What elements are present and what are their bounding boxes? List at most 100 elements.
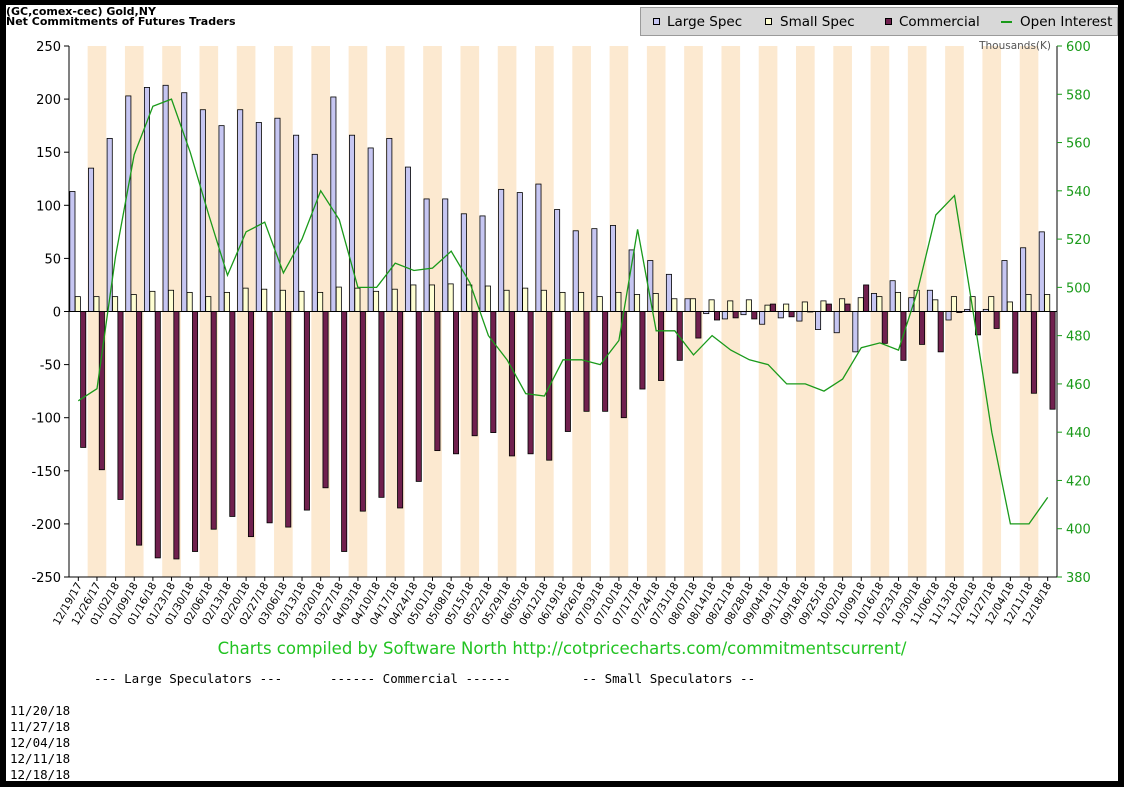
bar-large-spec — [665, 273, 672, 312]
bar-small-spec — [503, 289, 510, 312]
bar-commercial — [173, 311, 180, 560]
bar-large-spec — [833, 311, 840, 334]
bar-commercial — [993, 311, 1000, 329]
bar-large-spec — [349, 134, 356, 312]
group-header-small-spec: -- Small Speculators -- — [582, 671, 756, 686]
chart-legend: Large Spec Small Spec Commercial Open In… — [640, 7, 1118, 36]
bar-large-spec — [274, 117, 281, 312]
bar-commercial — [527, 311, 534, 455]
y2-tick-label: 420 — [1066, 474, 1091, 489]
bar-commercial — [229, 311, 236, 517]
bar-small-spec — [950, 296, 957, 312]
bar-small-spec — [689, 298, 696, 312]
bar-small-spec — [857, 297, 864, 312]
bar-commercial — [434, 311, 441, 452]
bar-large-spec — [535, 183, 542, 312]
bar-large-spec — [870, 293, 877, 312]
table-row-date: 11/27/18 — [10, 719, 71, 734]
chart-subtitle: Net Commitments of Futures Traders — [6, 15, 236, 28]
bar-small-spec — [130, 294, 137, 312]
bar-small-spec — [559, 291, 566, 312]
bar-small-spec — [596, 296, 603, 312]
bar-commercial — [266, 311, 273, 524]
bar-small-spec — [242, 287, 249, 312]
bar-commercial — [415, 311, 422, 482]
bar-large-spec — [423, 198, 430, 312]
bar-commercial — [863, 284, 870, 312]
chart-frame: (GC,comex-cec) Gold,NY Net Commitments o… — [6, 5, 1118, 781]
bar-large-spec — [237, 109, 244, 312]
bar-large-spec — [628, 249, 635, 312]
bar-large-spec — [199, 109, 206, 312]
bar-commercial — [825, 303, 832, 312]
chart-title: (GC,comex-cec) Gold,NY — [6, 5, 156, 18]
y-tick-label: 0 — [53, 306, 61, 321]
legend-swatch-open-interest — [1001, 21, 1012, 23]
bar-small-spec — [261, 288, 268, 312]
bar-large-spec — [945, 311, 952, 321]
bar-commercial — [1049, 311, 1056, 410]
y2-units-label: Thousands(K) — [978, 40, 1051, 52]
bar-small-spec — [895, 291, 902, 312]
bar-small-spec — [839, 298, 846, 312]
bar-commercial — [322, 311, 329, 489]
bar-commercial — [695, 311, 702, 339]
bar-commercial — [285, 311, 292, 528]
bar-small-spec — [801, 301, 808, 312]
bar-commercial — [359, 311, 366, 512]
y-tick-label: 100 — [36, 199, 61, 214]
bar-commercial — [620, 311, 627, 419]
bar-small-spec — [93, 296, 100, 312]
bar-small-spec — [223, 291, 230, 312]
bar-small-spec — [634, 294, 641, 312]
bar-small-spec — [428, 284, 435, 312]
bar-small-spec — [727, 300, 734, 312]
cot-chart: 250200150100500-50-100-150-200-250600580… — [31, 40, 1091, 627]
bar-small-spec — [540, 289, 547, 312]
table-row-date: 12/11/18 — [10, 751, 71, 766]
bar-small-spec — [988, 296, 995, 312]
y2-tick-label: 600 — [1066, 40, 1091, 55]
bar-commercial — [341, 311, 348, 552]
bar-small-spec — [783, 303, 790, 312]
bar-small-spec — [298, 290, 305, 312]
group-header-large-spec: --- Large Speculators --- — [94, 671, 283, 686]
bar-commercial — [136, 311, 143, 546]
y2-tick-label: 480 — [1066, 330, 1091, 345]
legend-swatch-small-spec — [765, 18, 772, 25]
bar-large-spec — [218, 125, 225, 312]
bar-large-spec — [311, 153, 318, 312]
bar-commercial — [658, 311, 665, 381]
bar-large-spec — [926, 289, 933, 312]
bar-commercial — [378, 311, 385, 498]
bar-large-spec — [498, 188, 505, 312]
bar-large-spec — [852, 311, 859, 353]
bar-large-spec — [610, 225, 617, 312]
bar-large-spec — [255, 122, 262, 312]
bar-small-spec — [484, 285, 491, 312]
y-tick-label: 200 — [36, 93, 61, 108]
group-header-commercial: ------ Commercial ------ — [330, 671, 511, 686]
bar-large-spec — [572, 230, 579, 312]
bar-large-spec — [1020, 247, 1027, 312]
legend-swatch-commercial — [885, 18, 892, 25]
bar-large-spec — [759, 311, 766, 325]
legend-label-open-interest: Open Interest — [1020, 14, 1113, 30]
y2-tick-label: 380 — [1066, 571, 1091, 586]
y-tick-label: -200 — [31, 518, 61, 533]
bar-commercial — [98, 311, 105, 471]
bar-large-spec — [479, 215, 486, 312]
bar-large-spec — [889, 280, 896, 312]
bar-small-spec — [149, 290, 156, 312]
bar-commercial — [247, 311, 254, 538]
bar-commercial — [192, 311, 199, 552]
legend-label-large-spec: Large Spec — [667, 14, 743, 30]
chart-credit: Charts compiled by Software North http:/… — [217, 639, 907, 658]
bar-large-spec — [404, 166, 411, 312]
bar-small-spec — [932, 299, 939, 312]
bar-large-spec — [796, 311, 803, 322]
y-tick-label: 50 — [44, 252, 61, 267]
bar-commercial — [397, 311, 404, 509]
y2-tick-label: 400 — [1066, 523, 1091, 538]
bar-small-spec — [317, 291, 324, 312]
